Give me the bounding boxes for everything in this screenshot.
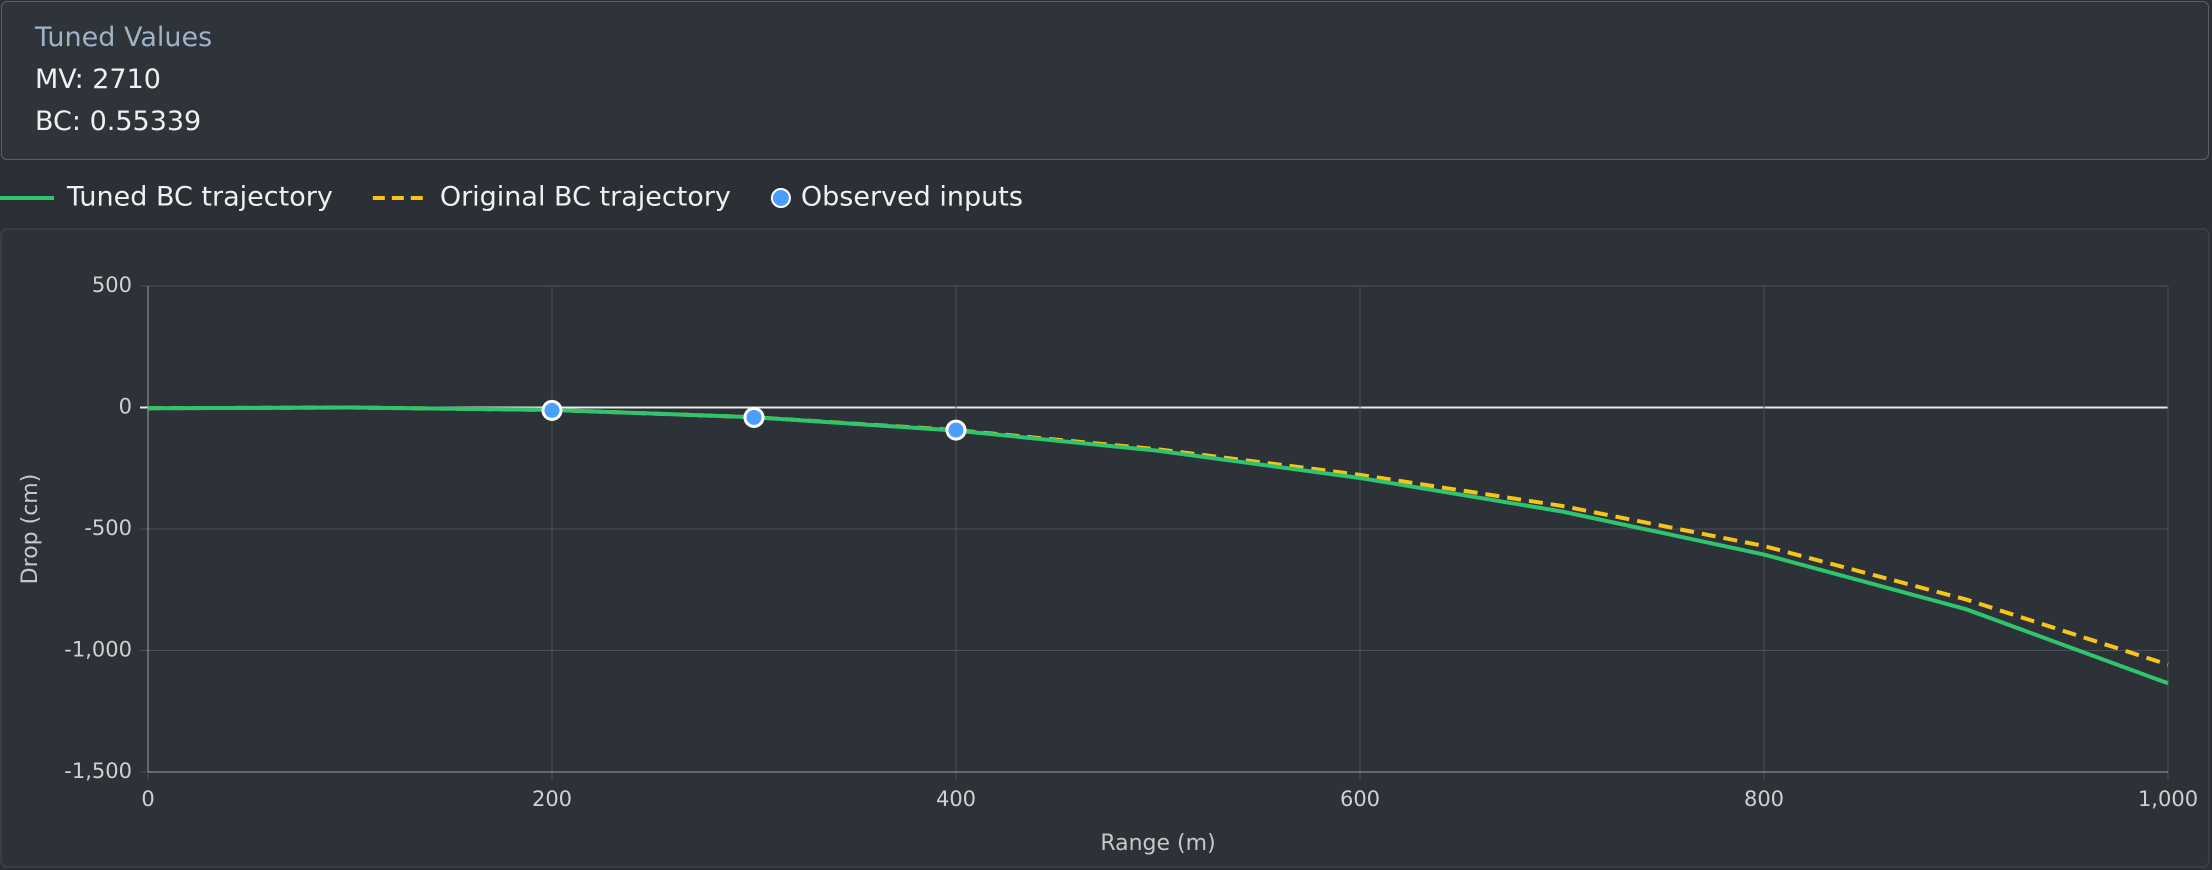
legend-label: Original BC trajectory xyxy=(440,182,731,213)
x-tick-label: 200 xyxy=(532,787,572,811)
x-tick-label: 400 xyxy=(936,787,976,811)
y-tick-label: -1,500 xyxy=(64,759,132,783)
chart-panel xyxy=(0,228,2210,868)
y-tick-label: -500 xyxy=(84,516,132,540)
series-line xyxy=(147,405,2169,686)
y-tick-label: 500 xyxy=(92,273,132,297)
legend-label: Tuned BC trajectory xyxy=(66,182,333,213)
observed-point xyxy=(541,399,563,421)
x-tick-label: 0 xyxy=(141,787,154,811)
observed-point xyxy=(743,406,765,428)
x-axis-title: Range (m) xyxy=(1100,831,1215,856)
bc-value: BC: 0.55339 xyxy=(35,106,202,137)
legend-label: Observed inputs xyxy=(801,182,1023,213)
tuned-values-panel: Tuned Values MV: 2710 BC: 0.55339 xyxy=(1,1,2209,160)
y-axis-title: Drop (cm) xyxy=(18,474,43,585)
y-tick-label: 0 xyxy=(119,395,132,419)
x-tick-label: 800 xyxy=(1744,787,1784,811)
legend-marker xyxy=(770,188,791,208)
x-tick-label: 1,000 xyxy=(2138,787,2198,811)
observed-point xyxy=(945,419,967,441)
y-tick-label: -1,000 xyxy=(64,638,132,662)
panel-title: Tuned Values xyxy=(35,22,213,53)
x-tick-label: 600 xyxy=(1340,787,1380,811)
mv-value: MV: 2710 xyxy=(35,64,161,95)
